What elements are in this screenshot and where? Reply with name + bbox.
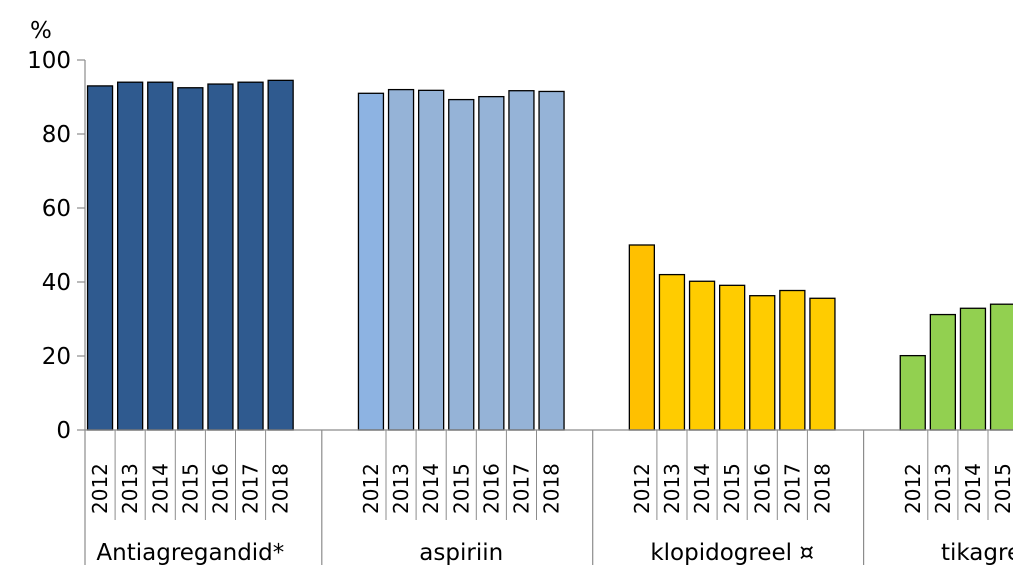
- x-year-label: 2015: [720, 463, 744, 514]
- bar-aspiriin-2017: [508, 90, 535, 431]
- bar-antiagregandid-2013: [117, 81, 144, 431]
- x-year-label: 2018: [540, 463, 564, 514]
- y-tick-label: 80: [42, 122, 71, 148]
- bar-tikagreloor-2014: [959, 307, 987, 431]
- bar-tikagreloor-2013: [929, 313, 956, 431]
- x-axis: 2012 2013 2014 2015 2016 2017 2018Antiagregand…: [85, 429, 1013, 565]
- y-axis-unit-label: %: [30, 18, 52, 44]
- x-year-label: 2012: [901, 463, 925, 514]
- y-tick-label: 0: [56, 418, 71, 444]
- group-label: klopidogreel ¤: [650, 540, 814, 565]
- bar-klopidogreel-2012: [628, 244, 655, 431]
- y-tick-label: 20: [42, 344, 71, 370]
- bar-antiagregandid-2012: [86, 85, 114, 431]
- bar-klopidogreel-2017: [779, 289, 806, 431]
- bar-antiagregandid-2014: [147, 81, 174, 431]
- bar-aspiriin-2013: [387, 88, 415, 431]
- x-year-label: 2017: [239, 463, 263, 514]
- x-year-label: 2018: [269, 463, 293, 514]
- bar-klopidogreel-2015: [719, 284, 746, 431]
- x-year-label: 2014: [690, 463, 714, 514]
- x-year-label: 2017: [509, 463, 533, 514]
- bar-aspiriin-2015: [448, 98, 475, 431]
- bars: [86, 79, 1013, 431]
- y-tick-label: 100: [27, 48, 71, 74]
- x-year-label: 2012: [630, 463, 654, 514]
- x-year-label: 2012: [88, 463, 112, 514]
- group-label: aspiriin: [419, 540, 503, 565]
- y-axis: 0 20 40 60 80 100: [27, 48, 86, 565]
- x-year-label: 2015: [449, 463, 473, 514]
- x-year-label: 2013: [118, 463, 142, 514]
- group-label: Antiagregandid*: [96, 540, 284, 565]
- bar-aspiriin-2018: [538, 90, 565, 431]
- bar-antiagregandid-2016: [207, 83, 234, 431]
- x-year-label: 2016: [479, 463, 503, 514]
- x-year-label: 2016: [208, 463, 232, 514]
- bar-antiagregandid-2017: [237, 81, 264, 431]
- x-year-label: 2014: [961, 463, 985, 514]
- y-tick-label: 40: [42, 270, 71, 296]
- bar-aspiriin-2014: [417, 89, 445, 431]
- x-year-label: 2014: [148, 463, 172, 514]
- x-year-label: 2015: [991, 463, 1013, 514]
- x-year-label: 2013: [660, 463, 684, 514]
- bar-antiagregandid-2018: [267, 79, 294, 431]
- bar-aspiriin-2016: [478, 95, 505, 431]
- group-label: tikagreloor: [941, 540, 1013, 565]
- bar-klopidogreel-2018: [809, 297, 836, 431]
- bar-aspiriin-2012: [357, 92, 385, 431]
- bar-klopidogreel-2014: [688, 280, 716, 431]
- x-year-label: 2018: [810, 463, 834, 514]
- bar-tikagreloor-2012: [899, 354, 926, 431]
- x-year-label: 2015: [178, 463, 202, 514]
- bar-tikagreloor-2015: [989, 303, 1013, 431]
- x-year-label: 2014: [419, 463, 443, 514]
- y-tick-label: 60: [42, 196, 71, 222]
- bar-antiagregandid-2015: [177, 87, 204, 431]
- bar-klopidogreel-2013: [658, 273, 686, 431]
- x-year-label: 2016: [750, 463, 774, 514]
- bar-klopidogreel-2016: [749, 295, 776, 431]
- x-year-label: 2013: [389, 463, 413, 514]
- x-year-label: 2012: [359, 463, 383, 514]
- x-year-label: 2017: [780, 463, 804, 514]
- x-year-label: 2013: [931, 463, 955, 514]
